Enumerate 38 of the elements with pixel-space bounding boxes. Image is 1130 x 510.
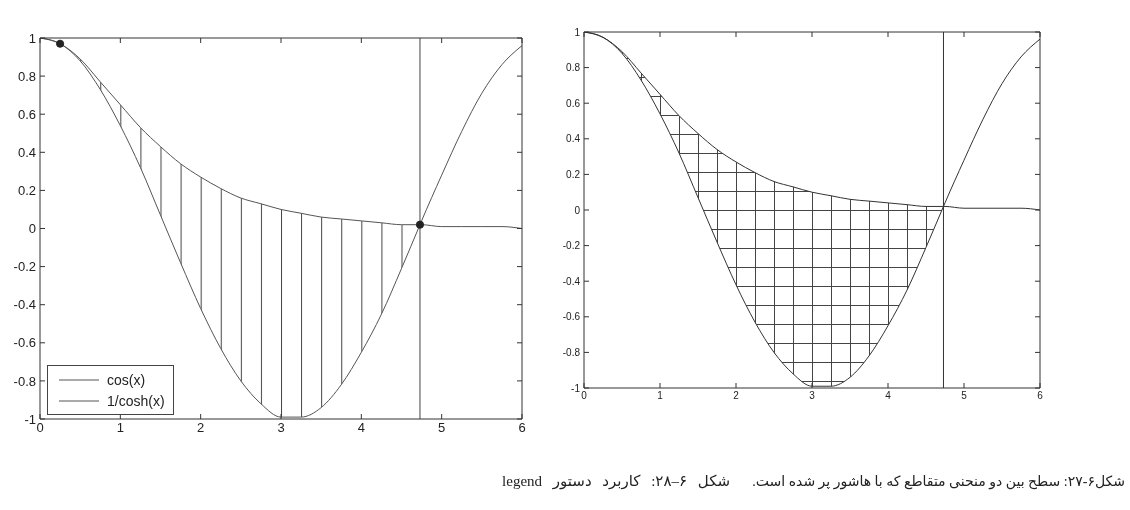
- x-tick-label: 2: [197, 420, 205, 436]
- y-tick-label: -0.2: [562, 240, 581, 252]
- y-tick-label: -0.8: [13, 373, 36, 389]
- x-tick-label: 3: [809, 390, 816, 402]
- legend-label: 1/cosh(x): [107, 392, 165, 409]
- x-tick-label: 1: [657, 390, 664, 402]
- y-tick-label: 0.6: [17, 106, 36, 122]
- y-tick-label: 1: [28, 30, 36, 46]
- x-tick-label: 6: [1037, 390, 1044, 402]
- legend-label: cos(x): [107, 371, 146, 388]
- x-tick-label: 4: [885, 390, 892, 402]
- x-tick-label: 4: [357, 420, 365, 436]
- y-tick-label: 0.4: [566, 133, 581, 145]
- x-tick-label: 5: [961, 390, 968, 402]
- y-tick-label: -0.6: [13, 335, 36, 351]
- y-tick-label: 0: [28, 221, 36, 237]
- x-tick-label: 6: [518, 420, 526, 436]
- y-tick-label: 0.8: [566, 62, 581, 74]
- y-tick-label: 1: [574, 26, 581, 38]
- x-tick-label: 2: [733, 390, 740, 402]
- y-tick-label: -0.8: [562, 346, 581, 358]
- y-tick-label: -0.4: [562, 275, 581, 287]
- y-tick-label: -1: [24, 411, 36, 427]
- y-tick-label: -0.2: [13, 259, 36, 275]
- text: شکل ۶–۲۸: کاربرد دستور legend: [502, 472, 730, 490]
- y-tick-label: -1: [571, 382, 581, 394]
- y-tick-label: 0.6: [566, 97, 581, 109]
- y-tick-label: -0.6: [562, 311, 581, 323]
- y-tick-label: 0.4: [17, 144, 36, 160]
- x-tick-label: 1: [116, 420, 124, 436]
- text: شکل۶-۲۷: سطح بین دو منحنی متقاطع که با هاشور پر شده است.: [752, 473, 1125, 490]
- x-tick-label: 3: [277, 420, 285, 436]
- y-tick-label: 0.2: [17, 183, 36, 199]
- y-tick-label: 0: [574, 204, 581, 216]
- y-tick-label: -0.4: [13, 297, 36, 313]
- y-tick-label: 0.2: [566, 168, 581, 180]
- y-tick-label: 0.8: [17, 68, 36, 84]
- x-tick-label: 5: [438, 420, 446, 436]
